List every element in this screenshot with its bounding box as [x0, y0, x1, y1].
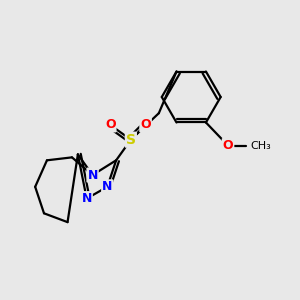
- Text: O: O: [223, 139, 233, 152]
- Text: N: N: [82, 192, 92, 205]
- Text: N: N: [102, 180, 112, 193]
- Text: O: O: [140, 118, 151, 131]
- Text: O: O: [105, 118, 116, 131]
- Text: S: S: [126, 133, 136, 147]
- Text: N: N: [87, 169, 98, 182]
- Text: CH₃: CH₃: [250, 141, 271, 151]
